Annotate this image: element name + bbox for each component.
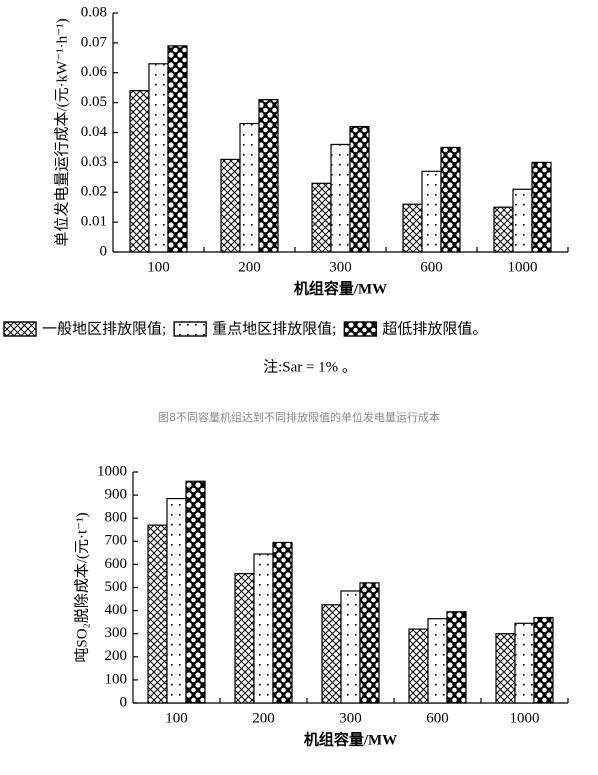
legend-label: 超低排放限值。 bbox=[382, 320, 487, 337]
x-tick-label: 600 bbox=[426, 710, 449, 726]
y-tick-label: 0.08 bbox=[81, 4, 107, 20]
bar bbox=[446, 611, 467, 704]
y-axis-label: 吨SO₂脱除成本/(元·t⁻¹) bbox=[73, 512, 90, 662]
y-tick-label: 0.07 bbox=[81, 34, 108, 50]
bar bbox=[349, 125, 370, 253]
legend-label: 一般地区排放限值; bbox=[42, 320, 166, 337]
bar bbox=[220, 158, 241, 253]
bar bbox=[402, 203, 423, 253]
bar bbox=[321, 604, 342, 704]
bar bbox=[166, 497, 187, 704]
y-tick-label: 100 bbox=[105, 671, 128, 687]
bar bbox=[147, 524, 168, 704]
x-tick-label: 1000 bbox=[508, 259, 538, 275]
y-axis-label: 单位发电量运行成本/(元·kW⁻¹·h⁻¹) bbox=[53, 18, 70, 246]
y-tick-label: 0 bbox=[120, 694, 128, 710]
bar bbox=[408, 628, 429, 704]
y-tick-label: 800 bbox=[105, 510, 128, 526]
bar bbox=[440, 146, 461, 253]
legend-swatch bbox=[3, 321, 37, 337]
legend-swatch bbox=[173, 321, 207, 337]
bar bbox=[272, 541, 293, 704]
bar bbox=[311, 182, 332, 253]
x-tick-label: 100 bbox=[165, 710, 188, 726]
bar bbox=[330, 143, 351, 253]
y-tick-label: 0.06 bbox=[81, 64, 108, 80]
x-tick-label: 200 bbox=[252, 710, 275, 726]
bar bbox=[421, 170, 442, 253]
bar bbox=[512, 188, 533, 253]
x-tick-label: 200 bbox=[238, 259, 261, 275]
y-tick-label: 300 bbox=[105, 625, 128, 641]
y-tick-label: 0 bbox=[100, 243, 108, 259]
bar bbox=[253, 553, 274, 704]
bar bbox=[493, 206, 514, 253]
x-tick-label: 300 bbox=[339, 710, 362, 726]
y-tick-label: 0.04 bbox=[81, 124, 108, 140]
note: 注:Sar = 1% 。 bbox=[263, 358, 357, 375]
bar bbox=[359, 582, 380, 704]
x-axis-label: 机组容量/MW bbox=[304, 730, 397, 748]
y-tick-label: 900 bbox=[105, 487, 128, 503]
bar bbox=[258, 99, 279, 253]
x-tick-label: 600 bbox=[420, 259, 443, 275]
legend-swatch bbox=[343, 321, 378, 337]
y-tick-label: 600 bbox=[105, 556, 128, 572]
x-tick-label: 1000 bbox=[510, 710, 540, 726]
y-tick-label: 1000 bbox=[97, 463, 127, 479]
y-tick-label: 700 bbox=[105, 533, 128, 549]
y-tick-label: 400 bbox=[105, 602, 128, 618]
bar bbox=[148, 63, 169, 253]
bar bbox=[167, 45, 188, 253]
bar bbox=[531, 161, 552, 253]
bar bbox=[234, 573, 255, 704]
bar bbox=[495, 633, 516, 704]
x-tick-label: 100 bbox=[147, 259, 170, 275]
bar bbox=[427, 618, 448, 704]
bar bbox=[239, 122, 260, 253]
legend-label: 重点地区排放限值; bbox=[212, 320, 336, 337]
bar bbox=[185, 480, 206, 704]
x-tick-label: 300 bbox=[329, 259, 352, 275]
y-tick-label: 0.03 bbox=[81, 154, 107, 170]
bar bbox=[129, 90, 150, 253]
y-tick-label: 0.01 bbox=[81, 214, 107, 230]
y-tick-label: 0.05 bbox=[81, 94, 107, 110]
y-tick-label: 200 bbox=[105, 648, 128, 664]
bar bbox=[533, 616, 554, 704]
bar bbox=[340, 590, 361, 704]
x-axis-label: 机组容量/MW bbox=[294, 279, 387, 297]
caption: 图8不同容量机组达到不同排放限值的单位发电量运行成本 bbox=[158, 410, 440, 424]
y-tick-label: 0.02 bbox=[81, 184, 107, 200]
y-tick-label: 500 bbox=[105, 579, 128, 595]
bar bbox=[514, 622, 535, 704]
